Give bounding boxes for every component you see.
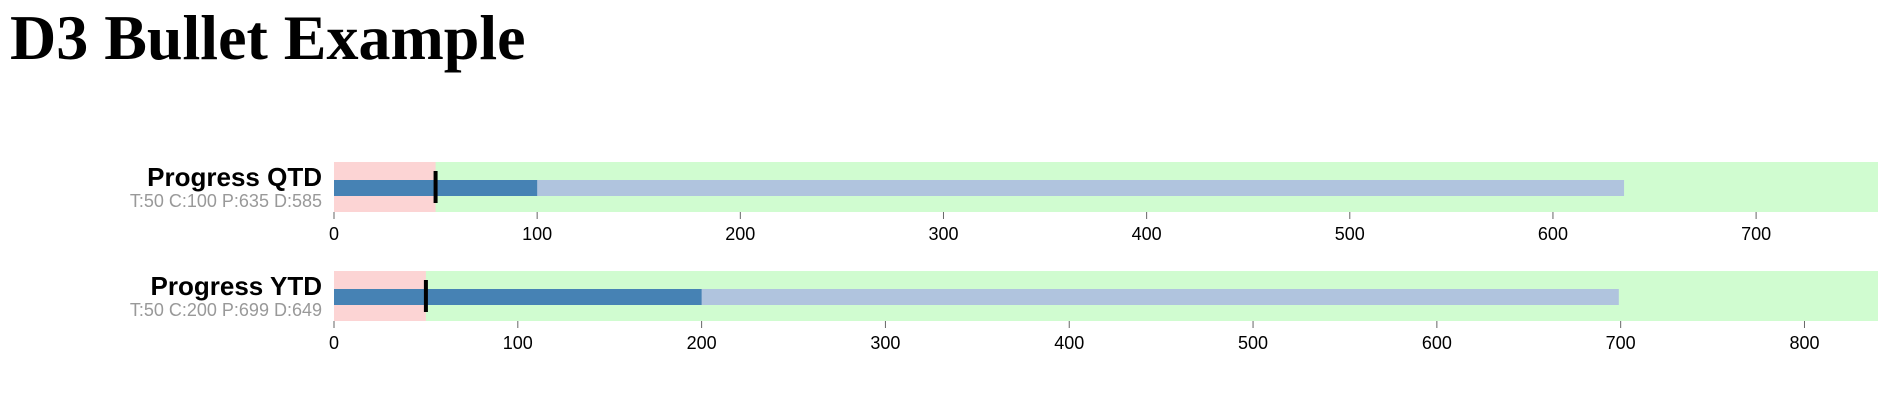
tick-label: 200 — [725, 224, 755, 244]
tick-label: 300 — [928, 224, 958, 244]
bullet-title: Progress QTD — [147, 162, 322, 192]
tick-label: 800 — [1789, 333, 1819, 353]
tick-label: 500 — [1238, 333, 1268, 353]
bullet-chart-qtd: Progress QTD T:50 C:100 P:635 D:585 0 100… — [130, 162, 1878, 244]
tick-label: 400 — [1054, 333, 1084, 353]
tick-label: 200 — [687, 333, 717, 353]
page-title: D3 Bullet Example — [10, 2, 526, 73]
tick-label: 100 — [522, 224, 552, 244]
tick-label: 300 — [870, 333, 900, 353]
tick-label: 100 — [503, 333, 533, 353]
bullet-title: Progress YTD — [151, 271, 322, 301]
tick-label: 0 — [329, 224, 339, 244]
tick-label: 500 — [1335, 224, 1365, 244]
measure-current — [334, 289, 702, 305]
tick-label: 600 — [1422, 333, 1452, 353]
tick-label: 700 — [1606, 333, 1636, 353]
tick-label: 0 — [329, 333, 339, 353]
bullet-subtitle: T:50 C:200 P:699 D:649 — [130, 300, 322, 320]
tick-label: 700 — [1741, 224, 1771, 244]
bullet-plot: 0 100 200 300 400 500 600 700 800 — [329, 271, 1878, 353]
measure-projected — [334, 180, 1625, 196]
tick-label: 600 — [1538, 224, 1568, 244]
bullet-plot: 0 100 200 300 400 500 600 700 — [329, 162, 1878, 244]
bullet-subtitle: T:50 C:100 P:635 D:585 — [130, 191, 322, 211]
bullet-chart-ytd: Progress YTD T:50 C:200 P:699 D:649 0 100… — [130, 271, 1878, 353]
tick-label: 400 — [1132, 224, 1162, 244]
